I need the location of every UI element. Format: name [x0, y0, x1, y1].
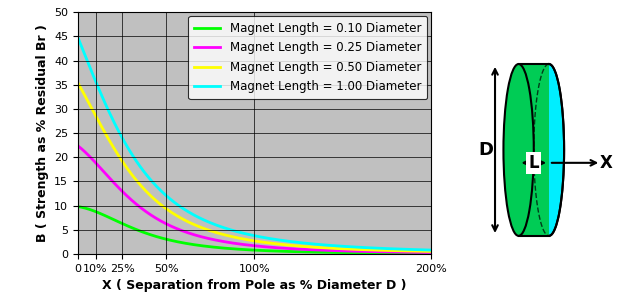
X-axis label: X ( Separation from Pole as % Diameter D ): X ( Separation from Pole as % Diameter D…	[102, 279, 406, 292]
Magnet Length = 0.10 Diameter	[378, 251, 386, 255]
Magnet Length = 0.25 Diameter	[427, 251, 434, 254]
Text: L: L	[529, 154, 539, 172]
Magnet Length = 0.50 Diameter	[74, 81, 82, 85]
Magnet Length = 0.50 Diameter	[96, 121, 104, 125]
Magnet Length = 1.00 Diameter	[427, 248, 434, 252]
Magnet Length = 0.50 Diameter	[299, 244, 306, 248]
Magnet Length = 0.50 Diameter	[288, 244, 296, 247]
Ellipse shape	[534, 64, 564, 236]
Text: X: X	[600, 154, 613, 172]
Magnet Length = 1.00 Diameter	[342, 244, 349, 248]
Ellipse shape	[504, 64, 534, 236]
Magnet Length = 0.10 Diameter	[288, 250, 296, 253]
Magnet Length = 0.10 Diameter	[342, 251, 349, 255]
Y-axis label: B ( Strength as % Residual Br ): B ( Strength as % Residual Br )	[36, 24, 49, 242]
Magnet Length = 1.00 Diameter	[299, 241, 306, 245]
Line: Magnet Length = 1.00 Diameter: Magnet Length = 1.00 Diameter	[78, 38, 431, 250]
Magnet Length = 0.10 Diameter	[96, 211, 104, 215]
Legend: Magnet Length = 0.10 Diameter, Magnet Length = 0.25 Diameter, Magnet Length = 0.: Magnet Length = 0.10 Diameter, Magnet Le…	[188, 16, 427, 99]
Magnet Length = 1.00 Diameter	[279, 239, 286, 242]
Magnet Length = 1.00 Diameter	[288, 240, 296, 244]
Magnet Length = 1.00 Diameter	[74, 36, 82, 39]
Magnet Length = 0.10 Diameter	[74, 205, 82, 208]
Line: Magnet Length = 0.10 Diameter: Magnet Length = 0.10 Diameter	[78, 207, 431, 253]
Line: Magnet Length = 0.25 Diameter: Magnet Length = 0.25 Diameter	[78, 146, 431, 252]
Magnet Length = 1.00 Diameter	[96, 89, 104, 93]
Magnet Length = 0.25 Diameter	[342, 249, 349, 253]
Magnet Length = 0.50 Diameter	[378, 248, 386, 252]
Magnet Length = 0.50 Diameter	[342, 247, 349, 251]
Magnet Length = 0.10 Diameter	[279, 249, 286, 253]
Magnet Length = 0.25 Diameter	[378, 250, 386, 254]
Text: D: D	[478, 141, 493, 159]
Magnet Length = 0.25 Diameter	[299, 248, 306, 251]
Magnet Length = 0.10 Diameter	[427, 252, 434, 255]
Magnet Length = 1.00 Diameter	[378, 247, 386, 250]
Magnet Length = 0.10 Diameter	[299, 250, 306, 254]
Line: Magnet Length = 0.50 Diameter: Magnet Length = 0.50 Diameter	[78, 83, 431, 252]
Magnet Length = 0.25 Diameter	[288, 247, 296, 251]
Magnet Length = 0.50 Diameter	[279, 243, 286, 246]
Magnet Length = 0.25 Diameter	[96, 165, 104, 169]
Polygon shape	[519, 64, 549, 236]
Magnet Length = 0.25 Diameter	[279, 246, 286, 250]
Magnet Length = 0.25 Diameter	[74, 144, 82, 148]
Magnet Length = 0.50 Diameter	[427, 250, 434, 253]
